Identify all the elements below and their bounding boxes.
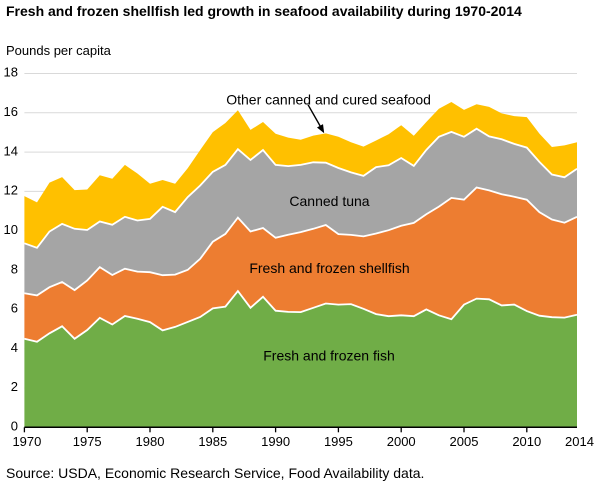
svg-text:Canned tuna: Canned tuna: [289, 193, 369, 209]
svg-text:1990: 1990: [261, 434, 290, 449]
svg-text:Pounds per capita: Pounds per capita: [6, 43, 112, 58]
svg-text:18: 18: [4, 65, 18, 80]
svg-text:Fresh and frozen shellfish led: Fresh and frozen shellfish led growth in…: [6, 3, 522, 19]
svg-text:Source: USDA, Economic Researc: Source: USDA, Economic Research Service,…: [6, 465, 424, 481]
svg-text:1970: 1970: [12, 434, 41, 449]
svg-text:1995: 1995: [324, 434, 353, 449]
svg-text:16: 16: [4, 104, 18, 119]
svg-text:1975: 1975: [73, 434, 102, 449]
svg-text:2: 2: [11, 379, 18, 394]
svg-text:0: 0: [11, 419, 18, 434]
svg-text:Fresh and frozen shellfish: Fresh and frozen shellfish: [249, 260, 409, 276]
svg-text:6: 6: [11, 301, 18, 316]
svg-text:4: 4: [11, 340, 18, 355]
svg-text:8: 8: [11, 261, 18, 276]
svg-text:1985: 1985: [198, 434, 227, 449]
svg-text:10: 10: [4, 222, 18, 237]
svg-text:2005: 2005: [450, 434, 479, 449]
svg-text:1980: 1980: [136, 434, 165, 449]
svg-text:Other canned and cured seafood: Other canned and cured seafood: [226, 91, 431, 107]
svg-text:14: 14: [4, 143, 18, 158]
svg-text:12: 12: [4, 183, 18, 198]
svg-text:2010: 2010: [512, 434, 541, 449]
svg-text:2014: 2014: [565, 434, 594, 449]
svg-text:Fresh and frozen fish: Fresh and frozen fish: [263, 348, 395, 364]
svg-text:2000: 2000: [387, 434, 416, 449]
